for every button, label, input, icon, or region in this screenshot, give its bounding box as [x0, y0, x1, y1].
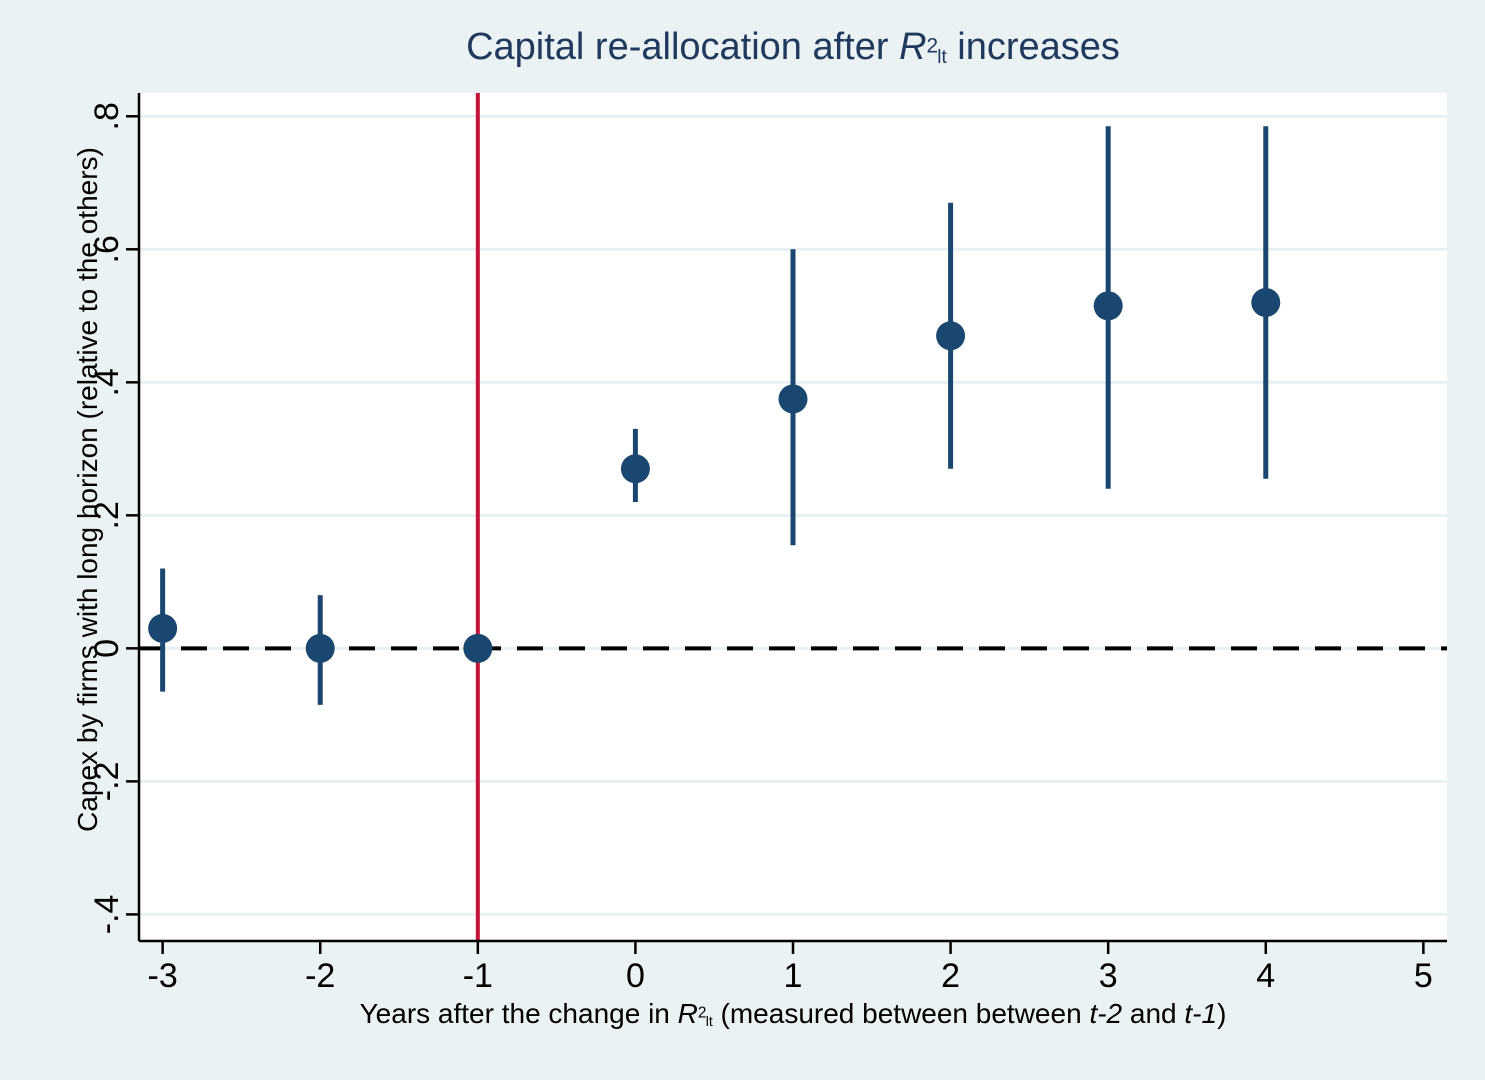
chart-title: Capital re-allocation after R2lt increas…: [139, 26, 1447, 69]
text-segment: and: [1122, 998, 1185, 1029]
text-segment: t-2: [1089, 998, 1123, 1029]
text-segment: Years after the change in: [359, 998, 678, 1029]
x-axis-label: Years after the change in R2lt (measured…: [139, 998, 1447, 1030]
text-segment: ): [1217, 998, 1227, 1029]
x-tick-label: -2: [305, 957, 335, 995]
text-segment: 2: [926, 34, 939, 58]
y-axis-label: Capex by firms with long horizon (relati…: [72, 147, 103, 832]
y-tick-label: -.2: [88, 762, 126, 802]
x-tick-label: 5: [1414, 957, 1433, 995]
coefficient-marker: [620, 454, 650, 484]
text-segment: lt: [937, 47, 947, 69]
text-segment: t-1: [1184, 998, 1218, 1029]
text-segment: Capital re-allocation after: [466, 26, 900, 68]
y-tick-label: .8: [88, 102, 126, 130]
text-segment: 2: [697, 1004, 707, 1022]
x-tick-label: 1: [784, 957, 803, 995]
coefficient-marker: [305, 633, 335, 663]
coefficient-marker: [148, 613, 178, 643]
y-tick-label: .4: [88, 368, 126, 396]
coefficient-marker: [936, 321, 966, 351]
x-tick-label: -1: [463, 957, 493, 995]
y-tick-label: .2: [88, 501, 126, 529]
text-segment: increases: [946, 26, 1120, 68]
coefficient-marker: [1093, 291, 1123, 321]
text-segment: (measured between between: [712, 998, 1090, 1029]
coefficient-marker: [778, 384, 808, 414]
text-segment: lt: [705, 1013, 713, 1030]
x-tick-label: 2: [941, 957, 960, 995]
y-tick-label: .6: [88, 235, 126, 263]
text-segment: R: [677, 998, 698, 1029]
text-segment: R: [899, 26, 927, 68]
coefficient-marker: [463, 633, 493, 663]
x-tick-label: -3: [148, 957, 178, 995]
x-tick-label: 0: [626, 957, 645, 995]
x-tick-label: 3: [1099, 957, 1118, 995]
x-tick-label: 4: [1256, 957, 1275, 995]
coefficient-marker: [1251, 288, 1281, 318]
y-tick-label: -.4: [88, 895, 126, 935]
y-tick-label: 0: [88, 639, 126, 658]
